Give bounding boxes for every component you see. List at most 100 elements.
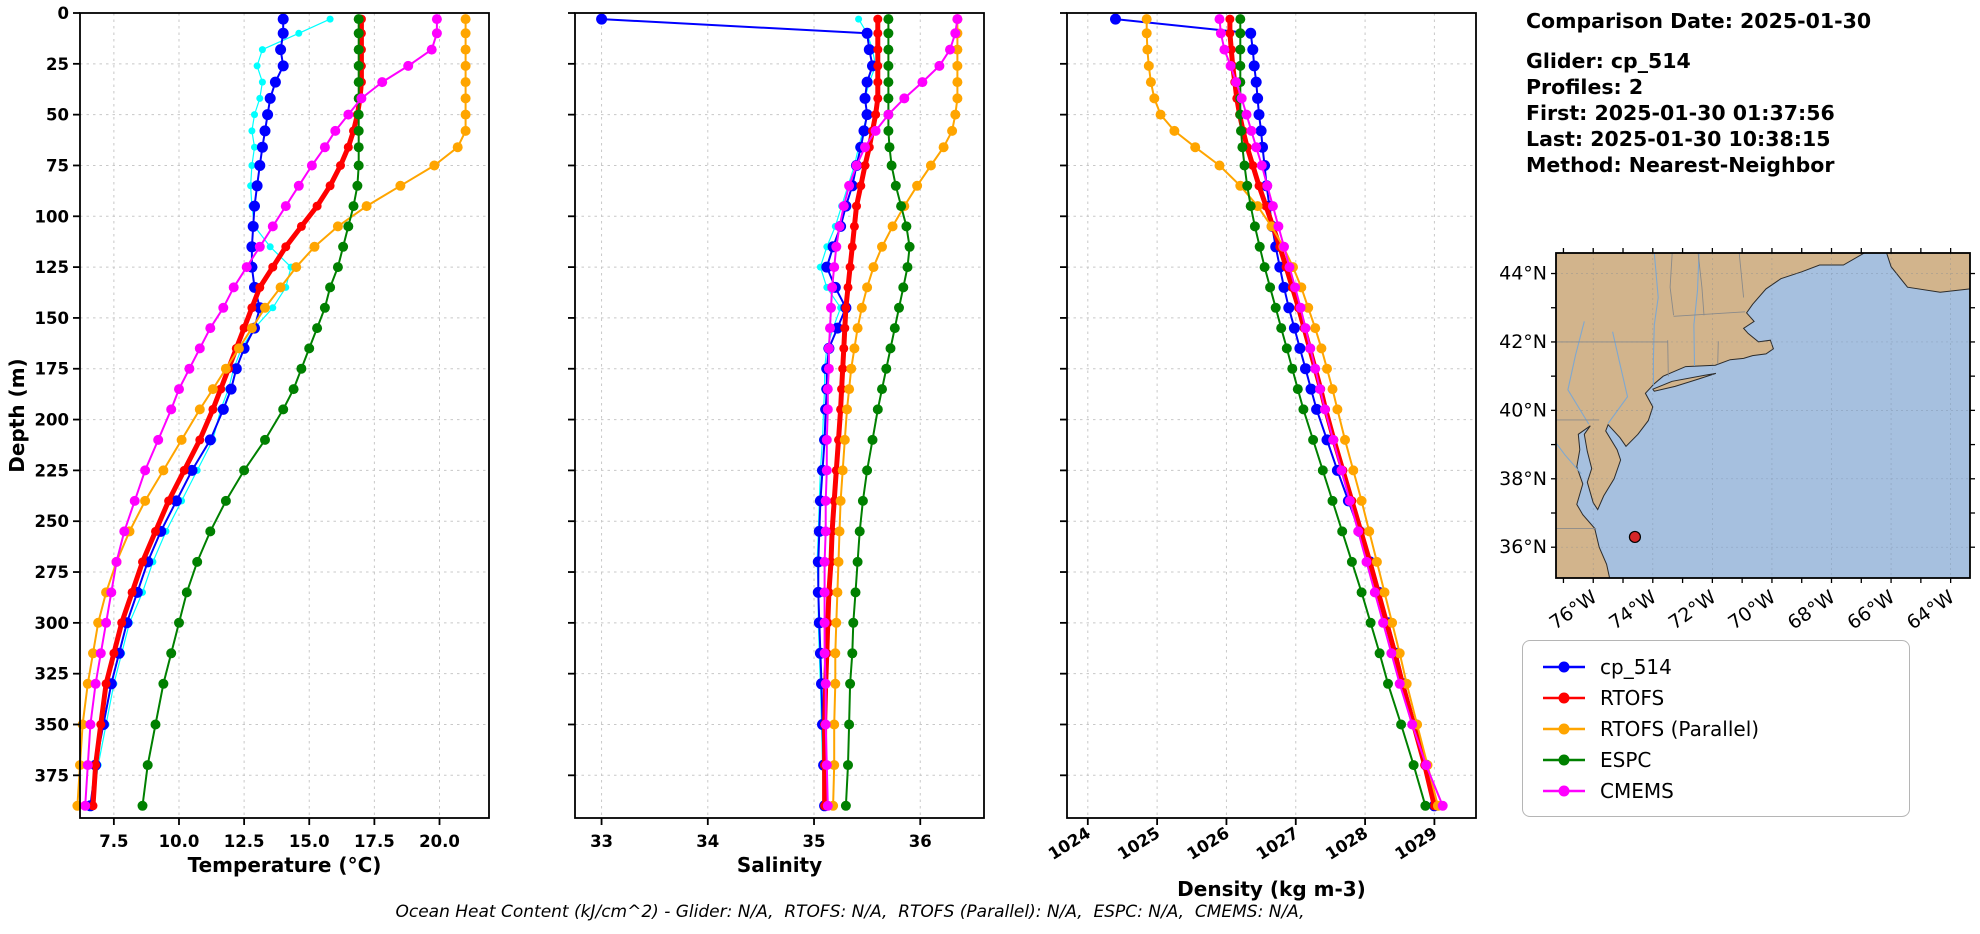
svg-text:1024: 1024 [1045,823,1094,863]
series-CMEMS-density [1214,14,1448,811]
legend-item-rtofs-parallel-: RTOFS (Parallel) [1541,713,1891,744]
svg-text:17.5: 17.5 [354,832,395,851]
panel-temperature: 7.5 10.0 12.5 15.0 17.5 20.0 0 25 50 75 100 125 150 1… [35,4,490,877]
comparison-date: Comparison Date: 2025-01-30 [1526,9,1872,33]
svg-text:300: 300 [35,614,69,633]
panel-frame [1066,12,1477,819]
tick-labels: 33 34 35 36 [590,832,932,851]
svg-text:36: 36 [909,832,932,851]
svg-text:70°W: 70°W [1724,586,1780,634]
svg-text:64°W: 64°W [1903,586,1959,634]
xlabel-salinity: Salinity [737,853,822,877]
svg-text:42°N: 42°N [1499,331,1547,353]
svg-text:25: 25 [46,55,69,74]
panel-salinity: 33 34 35 36 Salinity [568,12,985,877]
svg-text:74°W: 74°W [1605,586,1661,634]
legend: cp_514 RTOFS RTOFS (Parallel) ESPC CMEMS [1522,640,1910,817]
svg-text:50: 50 [46,106,69,125]
legend-label: ESPC [1600,747,1652,772]
axis-ticks [568,12,922,825]
map-ticks [1551,248,1975,583]
legend-label: RTOFS [1600,685,1665,710]
map-graticule [1556,253,1970,578]
legend-item-espc: ESPC [1541,744,1891,775]
svg-text:225: 225 [35,461,69,480]
panel-frame [574,12,985,819]
river-line [1652,253,1659,385]
svg-text:66°W: 66°W [1843,586,1899,634]
profile-charts: 7.5 10.0 12.5 15.0 17.5 20.0 0 25 50 75 100 125 150 1… [5,4,1477,901]
legend-item-cmems: CMEMS [1541,775,1891,806]
series-RTOFS-Parallel-temperature [72,14,471,811]
state-border-line [1667,340,1669,377]
gridlines [1067,12,1476,818]
xlabel-temperature: Temperature (°C) [188,853,382,877]
series-ESPC-temperature [137,14,364,811]
series-CMEMS-salinity [819,14,963,811]
svg-text:75: 75 [46,156,69,175]
legend-swatch-icon [1543,661,1585,672]
map-frame [1555,252,1971,579]
info-panel: Comparison Date: 2025-01-30 Glider: cp_5… [1526,8,1871,178]
svg-text:12.5: 12.5 [224,832,265,851]
axis-ticks [1060,12,1436,825]
svg-text:1025: 1025 [1114,823,1163,863]
svg-text:1029: 1029 [1392,823,1441,863]
svg-text:200: 200 [35,411,69,430]
svg-text:72°W: 72°W [1665,586,1721,634]
state-border-line [1673,311,1746,317]
svg-text:40°N: 40°N [1499,399,1547,421]
svg-text:175: 175 [35,360,69,379]
svg-text:1028: 1028 [1322,823,1371,863]
svg-text:10.0: 10.0 [159,832,200,851]
svg-text:68°W: 68°W [1784,586,1840,634]
svg-text:38°N: 38°N [1499,468,1547,490]
svg-text:33: 33 [590,832,613,851]
state-border-line [1669,253,1675,316]
tick-labels: 7.5 10.0 12.5 15.0 17.5 20.0 0 25 50 75 100 125 150 1… [35,4,460,851]
panel-frame [79,12,490,819]
svg-text:36°N: 36°N [1499,536,1547,558]
legend-swatch-icon [1543,785,1585,796]
series-cp_514-temperature [84,13,289,812]
last-profile-time: Last: 2025-01-30 10:38:15 [1526,127,1831,151]
svg-text:1026: 1026 [1184,823,1233,863]
svg-text:125: 125 [35,258,69,277]
svg-text:1027: 1027 [1253,823,1302,863]
svg-text:35: 35 [803,832,826,851]
legend-item-rtofs: RTOFS [1541,682,1891,713]
series-RTOFS-Parallel-salinity [828,14,963,811]
xlabel-density: Density (kg m-3) [1177,877,1366,901]
legend-label: cp_514 [1600,654,1672,679]
svg-text:76°W: 76°W [1545,586,1601,634]
legend-label: RTOFS (Parallel) [1600,716,1760,741]
river-line [1693,253,1700,366]
map-land [1556,253,1970,578]
legend-swatch-icon [1543,723,1585,734]
profiles-count: Profiles: 2 [1526,75,1644,99]
svg-text:0: 0 [58,4,69,23]
svg-text:100: 100 [35,207,69,226]
series-CMEMS-temperature [80,14,442,811]
svg-text:375: 375 [35,766,69,785]
legend-label: CMEMS [1600,778,1674,803]
svg-text:20.0: 20.0 [419,832,460,851]
svg-text:15.0: 15.0 [289,832,330,851]
glider-location-marker [1628,530,1642,544]
svg-text:350: 350 [35,715,69,734]
state-border-line [1717,341,1719,365]
footnote: Ocean Heat Content (kJ/cm^2) - Glider: N… [395,902,1305,922]
first-profile-time: First: 2025-01-30 01:37:56 [1526,101,1835,125]
glider-name: Glider: cp_514 [1526,49,1691,73]
location-map: 44°N 42°N 40°N 38°N 36°N 76°W 74°W 72°W 70°W 68°W… [1499,248,1975,634]
svg-text:325: 325 [35,665,69,684]
legend-swatch-icon [1543,692,1585,703]
river-line [1567,321,1590,425]
svg-text:34: 34 [696,832,719,851]
state-border-line [1697,253,1705,316]
gridlines [575,12,984,818]
svg-text:7.5: 7.5 [99,832,128,851]
info-spacer [1526,34,1871,48]
axis-ticks [73,12,441,825]
